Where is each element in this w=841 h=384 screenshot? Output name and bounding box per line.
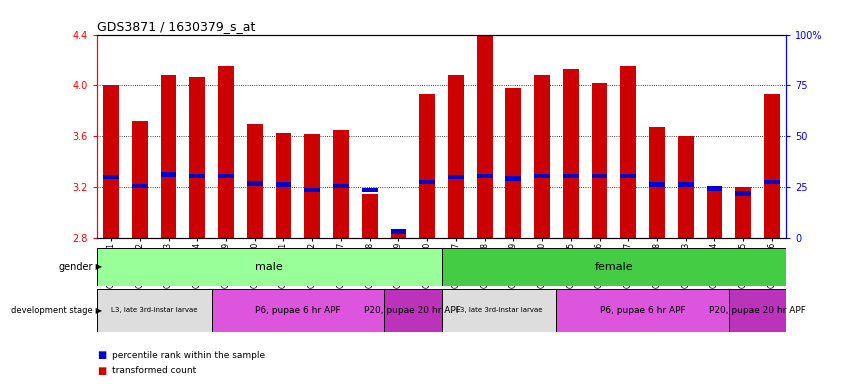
Text: P20, pupae 20 hr APF: P20, pupae 20 hr APF <box>709 306 806 315</box>
Bar <box>649 182 665 187</box>
Bar <box>534 174 550 178</box>
Bar <box>442 289 557 332</box>
Text: ■: ■ <box>97 366 106 376</box>
Bar <box>390 234 406 238</box>
Bar <box>592 83 607 238</box>
Bar <box>97 289 212 332</box>
Bar <box>735 191 751 196</box>
Text: L3, late 3rd-instar larvae: L3, late 3rd-instar larvae <box>111 308 198 313</box>
Bar <box>390 230 406 234</box>
Bar <box>132 184 148 188</box>
Bar <box>218 66 234 238</box>
Bar <box>706 187 722 238</box>
Text: transformed count: transformed count <box>112 366 196 375</box>
Text: P20, pupae 20 hr APF: P20, pupae 20 hr APF <box>364 306 461 315</box>
Bar <box>132 121 148 238</box>
Bar <box>420 180 435 184</box>
Bar <box>304 187 320 192</box>
Text: percentile rank within the sample: percentile rank within the sample <box>112 351 265 360</box>
Bar <box>563 174 579 178</box>
Bar <box>97 248 442 286</box>
Bar <box>735 187 751 238</box>
Bar <box>189 174 205 178</box>
Bar <box>678 182 694 187</box>
Bar <box>362 187 378 192</box>
Bar <box>592 174 607 178</box>
Bar <box>505 88 521 238</box>
Bar <box>534 75 550 238</box>
Bar <box>729 289 786 332</box>
Bar <box>304 134 320 238</box>
Bar <box>276 132 291 238</box>
Text: development stage: development stage <box>11 306 93 315</box>
Bar <box>362 194 378 238</box>
Bar <box>563 69 579 238</box>
Bar <box>212 289 384 332</box>
Text: P6, pupae 6 hr APF: P6, pupae 6 hr APF <box>600 306 685 315</box>
Bar <box>621 174 636 178</box>
Bar <box>161 75 177 238</box>
Text: gender: gender <box>58 262 93 272</box>
Bar <box>706 186 722 191</box>
Text: GDS3871 / 1630379_s_at: GDS3871 / 1630379_s_at <box>97 20 255 33</box>
Text: P6, pupae 6 hr APF: P6, pupae 6 hr APF <box>255 306 341 315</box>
Text: male: male <box>256 262 283 272</box>
Bar <box>103 175 119 179</box>
Text: ▶: ▶ <box>93 306 103 315</box>
Bar <box>333 130 349 238</box>
Bar <box>189 76 205 238</box>
Bar <box>276 182 291 187</box>
Bar <box>448 75 463 238</box>
Bar <box>420 94 435 238</box>
Bar <box>384 289 442 332</box>
Bar <box>505 176 521 180</box>
Text: female: female <box>595 262 633 272</box>
Bar <box>764 94 780 238</box>
Bar <box>218 174 234 178</box>
Bar <box>557 289 729 332</box>
Bar <box>448 175 463 179</box>
Bar <box>477 32 493 238</box>
Bar <box>621 66 636 238</box>
Bar <box>247 181 262 185</box>
Bar <box>161 172 177 177</box>
Bar <box>247 124 262 238</box>
Text: ▶: ▶ <box>93 262 103 271</box>
Bar <box>649 127 665 238</box>
Bar <box>764 180 780 184</box>
Text: L3, late 3rd-instar larvae: L3, late 3rd-instar larvae <box>456 308 542 313</box>
Bar <box>103 86 119 238</box>
Bar <box>442 248 786 286</box>
Bar <box>477 174 493 178</box>
Text: ■: ■ <box>97 350 106 360</box>
Bar <box>333 184 349 188</box>
Bar <box>678 136 694 238</box>
